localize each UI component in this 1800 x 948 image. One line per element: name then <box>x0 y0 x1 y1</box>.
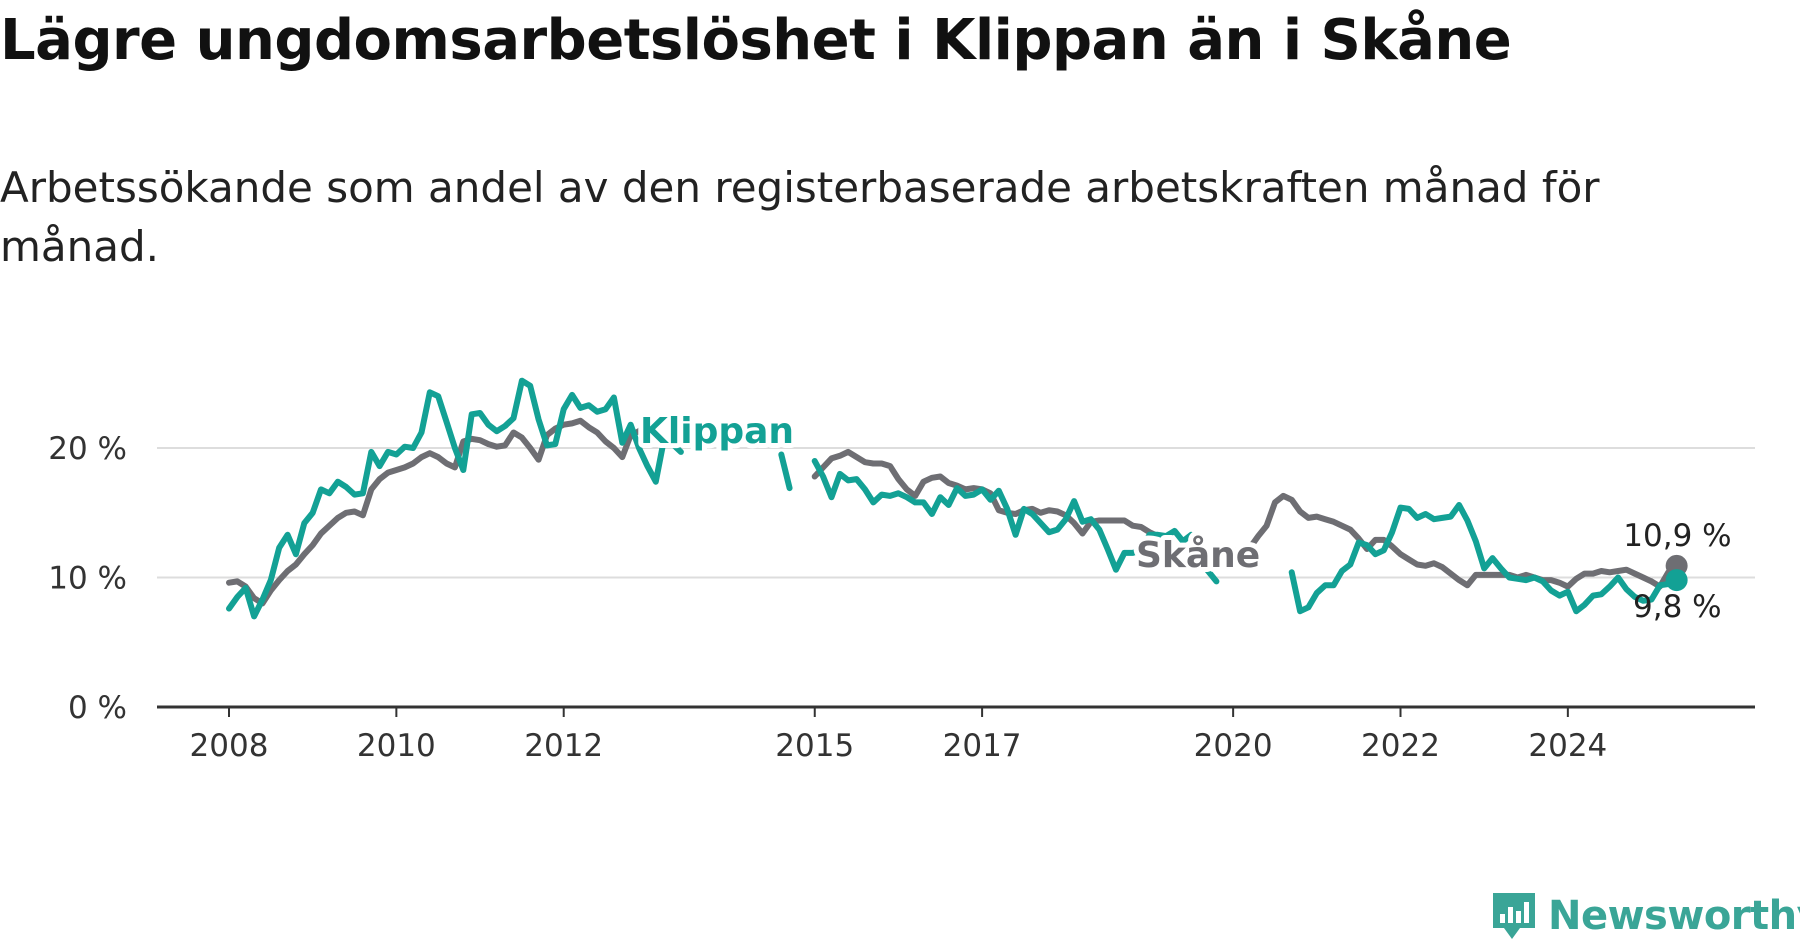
chart-subtitle: Arbetssökande som andel av den registerb… <box>0 163 1600 271</box>
x-tick-label: 2017 <box>943 728 1022 764</box>
series-segment <box>811 458 1220 585</box>
newsworthy-logo: Newsworthy <box>1490 888 1800 944</box>
y-tick-label: 10 % <box>48 561 127 597</box>
chart-title: Lägre ungdomsarbetslöshet i Klippan än i… <box>0 8 1512 73</box>
x-tick-label: 2015 <box>775 728 854 764</box>
series-segment <box>1230 492 1680 590</box>
x-axis: 2008 2010 2012 2015 2017 2020 2022 2024 <box>157 705 1755 764</box>
skane-series-label: Skåne <box>1136 535 1260 576</box>
x-tick-label: 2008 <box>190 728 269 764</box>
klippan-end-point <box>1665 569 1688 592</box>
y-tick-label: 20 % <box>48 431 127 467</box>
series-segment <box>1288 502 1680 615</box>
y-axis: 0 % 10 % 20 % <box>48 431 127 726</box>
klippan-series-label: Klippan <box>640 411 794 452</box>
skane-end-label: 10,9 % <box>1623 518 1731 554</box>
series-segment <box>226 417 651 607</box>
series-skne-line <box>226 417 1680 607</box>
series-segment <box>811 448 1178 556</box>
x-tick-label: 2010 <box>357 728 436 764</box>
x-tick-label: 2012 <box>524 728 603 764</box>
series <box>226 377 1680 620</box>
series-klippan-line <box>226 377 1680 620</box>
newsworthy-chart-icon <box>1493 893 1535 939</box>
x-tick-label: 2024 <box>1528 728 1607 764</box>
labels: 10,9 % 9,8 % Klippan Skåne <box>635 406 1732 625</box>
series-segment <box>226 377 684 620</box>
x-tick-label: 2020 <box>1194 728 1273 764</box>
x-tick-label: 2022 <box>1361 728 1440 764</box>
series-segment <box>778 451 793 492</box>
klippan-end-label: 9,8 % <box>1633 589 1722 625</box>
brand-name: Newsworthy <box>1548 893 1800 939</box>
y-tick-label: 0 % <box>68 690 127 726</box>
